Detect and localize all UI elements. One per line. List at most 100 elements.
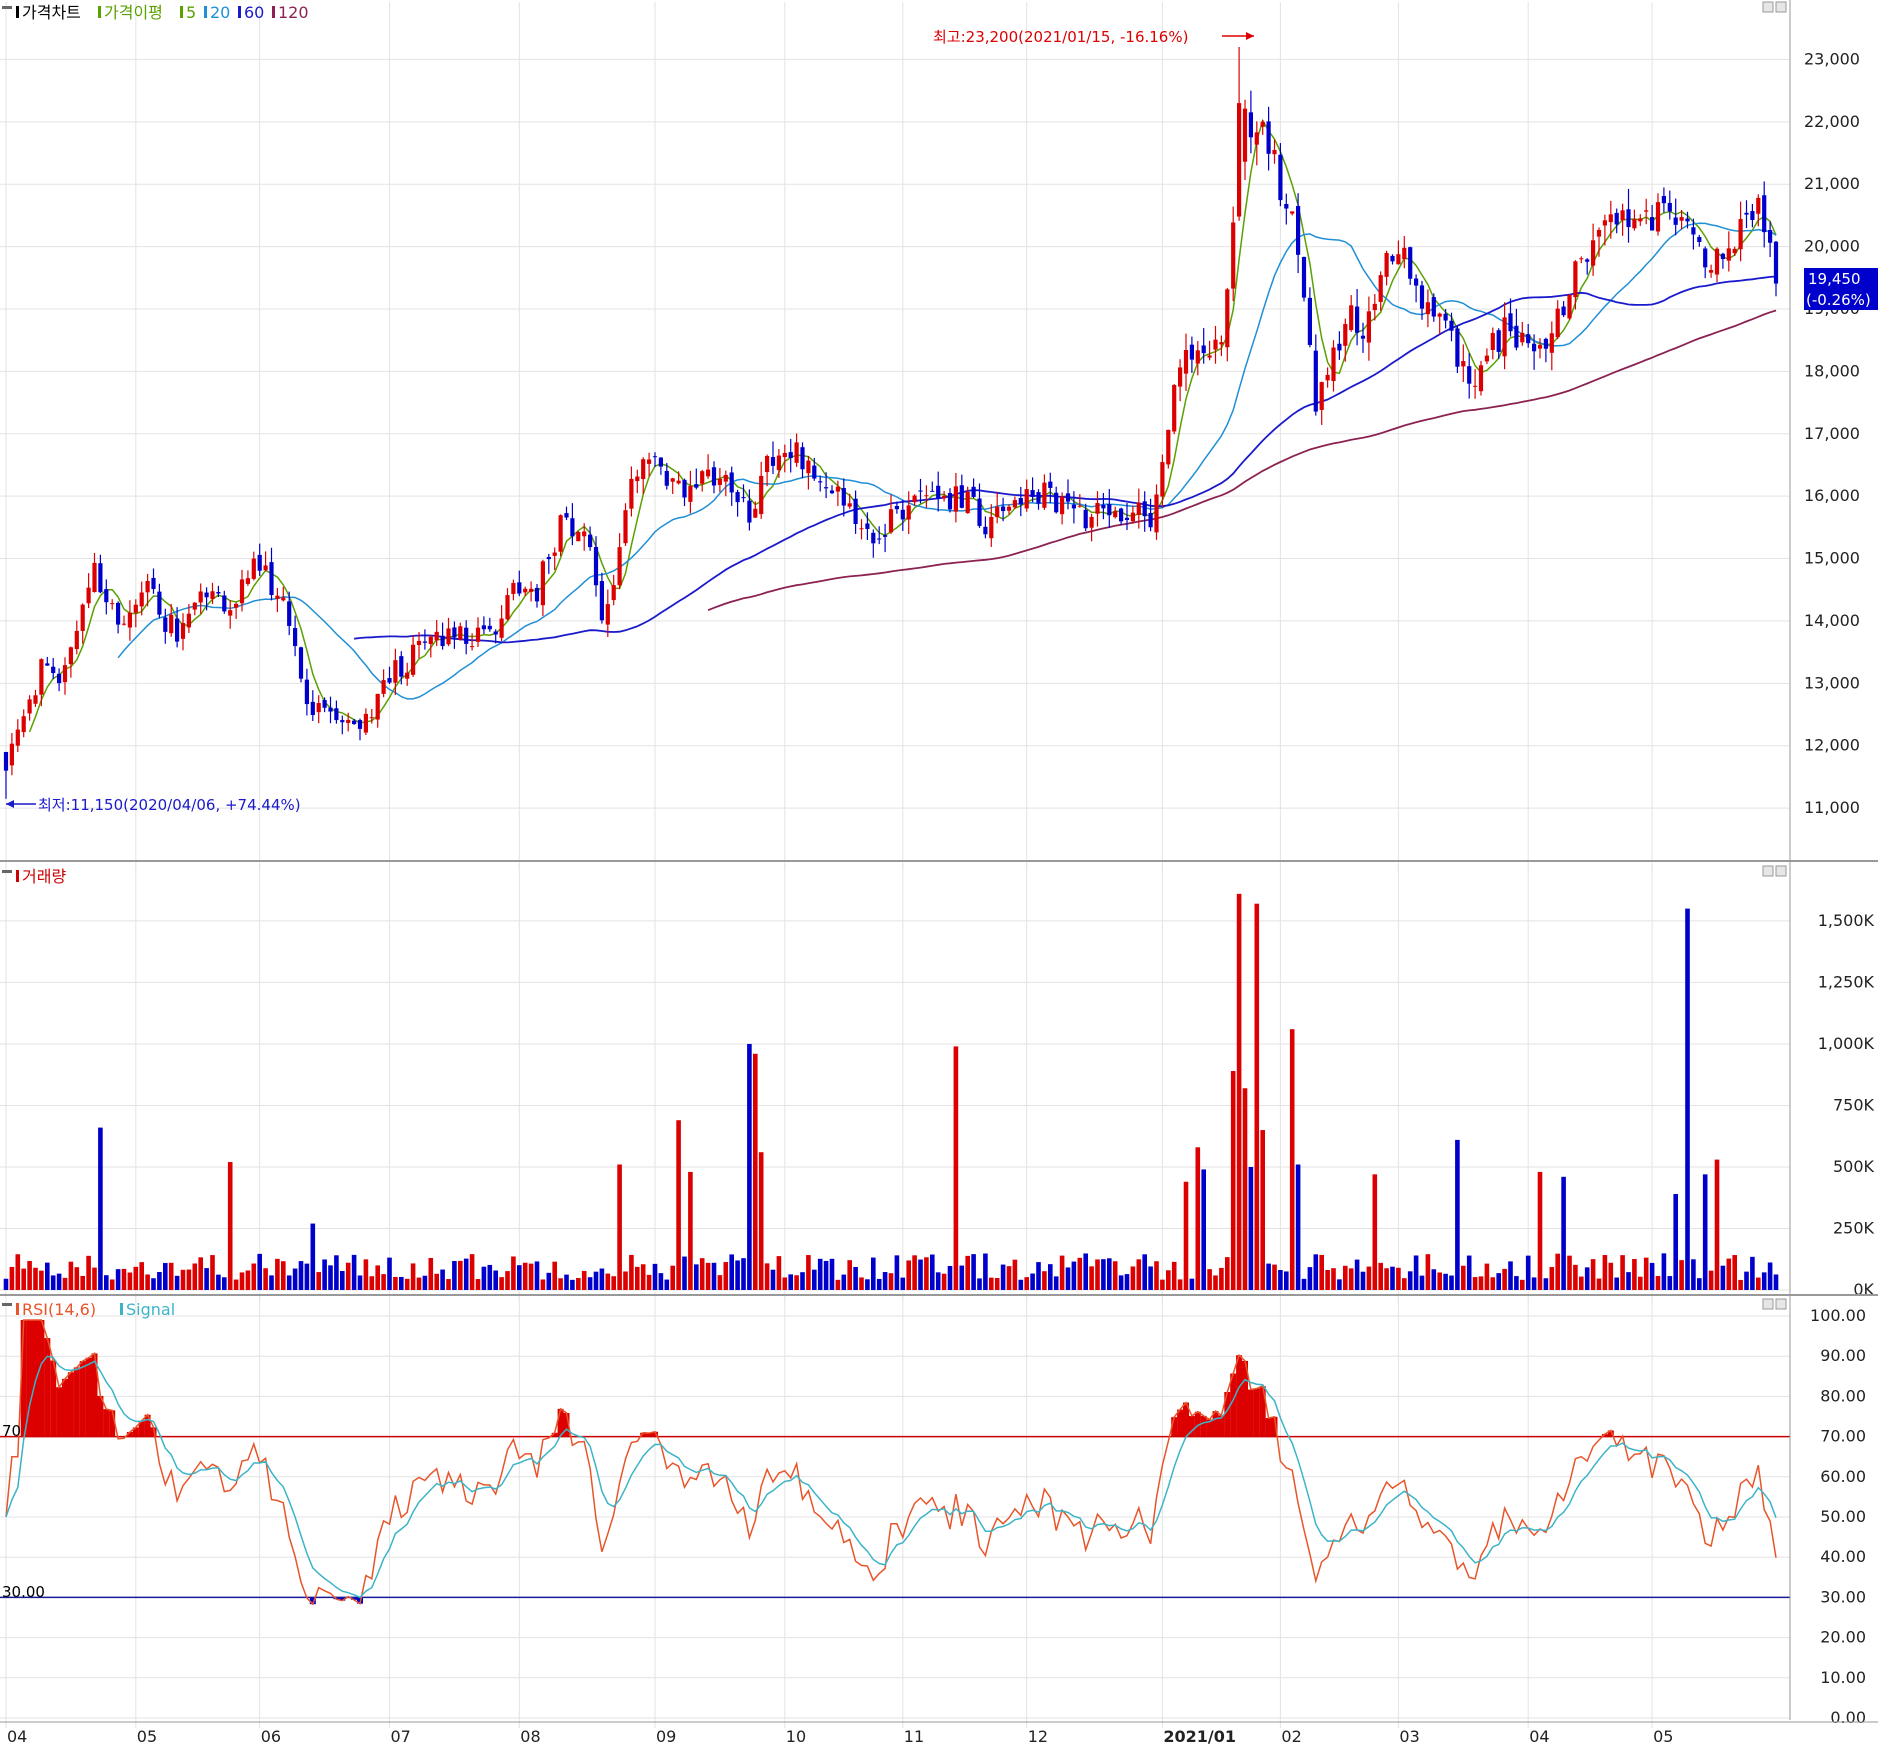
volume-bar bbox=[139, 1262, 144, 1290]
legend-marker bbox=[98, 6, 101, 18]
volume-bar bbox=[1219, 1267, 1224, 1290]
volume-bar bbox=[33, 1267, 38, 1290]
candle-body bbox=[1720, 253, 1725, 260]
volume-bar bbox=[1602, 1255, 1608, 1290]
minimize-icon[interactable] bbox=[1762, 1298, 1774, 1310]
volume-bar bbox=[304, 1263, 310, 1290]
candle-body bbox=[1048, 481, 1053, 488]
volume-tick-label: 500K bbox=[1833, 1157, 1875, 1176]
minimize-icon[interactable] bbox=[1762, 1, 1774, 13]
volume-bar bbox=[1466, 1255, 1472, 1290]
low-arrow-head bbox=[6, 800, 14, 808]
volume-bar bbox=[3, 1278, 9, 1290]
rsi-tick-label: 90.00 bbox=[1820, 1346, 1866, 1365]
candle-body bbox=[658, 457, 663, 467]
volume-bar bbox=[1396, 1267, 1401, 1290]
candle-body bbox=[652, 456, 658, 458]
volume-bar bbox=[528, 1263, 534, 1290]
volume-bar bbox=[186, 1269, 192, 1290]
rsi-panel-controls[interactable] bbox=[1762, 1298, 1787, 1310]
volume-bar bbox=[859, 1277, 864, 1290]
current-price-value: 19,450 bbox=[1808, 270, 1861, 288]
rsi-oversold-area bbox=[339, 1597, 346, 1601]
volume-bar bbox=[971, 1254, 976, 1290]
candle-body bbox=[818, 481, 823, 483]
volume-bar bbox=[1254, 903, 1260, 1290]
volume-bar bbox=[121, 1268, 127, 1290]
rsi-overbought-area bbox=[1206, 1419, 1213, 1437]
candle-body bbox=[1284, 203, 1289, 209]
candle-body bbox=[263, 565, 268, 571]
candle-body bbox=[936, 485, 941, 499]
candle-body bbox=[829, 490, 835, 494]
x-tick-label: 12 bbox=[1028, 1727, 1048, 1746]
candle-body bbox=[340, 720, 345, 723]
volume-bar bbox=[239, 1272, 245, 1290]
volume-bar bbox=[747, 1043, 752, 1290]
volume-bar bbox=[1136, 1259, 1142, 1290]
volume-bar bbox=[552, 1261, 557, 1290]
volume-bar bbox=[1697, 1278, 1702, 1290]
rsi-overbought-area bbox=[1200, 1415, 1207, 1437]
candle-body bbox=[452, 627, 457, 638]
legend-label: 가격차트 bbox=[22, 3, 81, 22]
candle-body bbox=[776, 455, 781, 471]
volume-bar bbox=[1407, 1271, 1413, 1290]
volume-bar bbox=[1626, 1272, 1631, 1290]
candle-body bbox=[670, 478, 675, 482]
volume-bar bbox=[788, 1274, 793, 1290]
volume-bar bbox=[764, 1263, 770, 1290]
rsi-overbought-area bbox=[32, 1319, 39, 1437]
volume-bar bbox=[823, 1260, 829, 1290]
volume-bar bbox=[611, 1276, 616, 1290]
volume-bar bbox=[269, 1275, 274, 1290]
volume-bar bbox=[1154, 1261, 1159, 1290]
candle-body bbox=[723, 474, 728, 482]
x-tick-label: 05 bbox=[137, 1727, 157, 1746]
volume-bar bbox=[1761, 1272, 1767, 1290]
volume-bar bbox=[1655, 1275, 1661, 1290]
volume-bar bbox=[1059, 1255, 1065, 1290]
volume-bar bbox=[812, 1269, 817, 1290]
close-icon[interactable] bbox=[1775, 1298, 1787, 1310]
candle-body bbox=[1384, 253, 1389, 277]
candle-body bbox=[1514, 325, 1519, 348]
volume-bar bbox=[316, 1272, 321, 1290]
candle-body bbox=[1756, 197, 1761, 214]
volume-bar bbox=[127, 1272, 133, 1290]
volume-bar bbox=[841, 1274, 847, 1290]
legend-marker bbox=[272, 6, 275, 18]
volume-bar bbox=[428, 1257, 434, 1290]
volume-bar bbox=[705, 1262, 711, 1290]
close-icon[interactable] bbox=[1775, 1, 1787, 13]
high-annotation: 최고:23,200(2021/01/15, -16.16%) bbox=[933, 28, 1254, 46]
candle-body bbox=[310, 701, 315, 715]
candle-body bbox=[1248, 112, 1253, 138]
candle-body bbox=[593, 547, 599, 586]
volume-bar bbox=[1596, 1278, 1602, 1290]
rsi-overbought-area bbox=[1188, 1415, 1195, 1437]
candle-body bbox=[1372, 303, 1377, 311]
rsi-tick-label: 30.00 bbox=[1820, 1587, 1866, 1606]
volume-bar bbox=[434, 1273, 439, 1290]
volume-bar bbox=[1213, 1275, 1218, 1290]
volume-bar bbox=[1419, 1275, 1425, 1290]
minimize-icon[interactable] bbox=[1762, 865, 1774, 877]
volume-bar bbox=[1189, 1278, 1195, 1290]
volume-bar bbox=[1520, 1279, 1525, 1290]
volume-bar bbox=[1502, 1268, 1507, 1290]
volume-bar bbox=[375, 1265, 380, 1290]
price-panel-controls[interactable] bbox=[1762, 1, 1787, 13]
candle-body bbox=[1278, 154, 1283, 201]
candle-body bbox=[1573, 261, 1578, 298]
volume-bar bbox=[1301, 1278, 1307, 1290]
volume-bar bbox=[994, 1278, 1000, 1290]
candle-body bbox=[605, 604, 610, 625]
volume-bar bbox=[918, 1259, 923, 1290]
close-icon[interactable] bbox=[1775, 865, 1787, 877]
volume-bar bbox=[381, 1274, 386, 1290]
price-tick-label: 13,000 bbox=[1804, 673, 1860, 692]
volume-bar bbox=[1142, 1254, 1147, 1290]
volume-panel-controls[interactable] bbox=[1762, 865, 1787, 877]
